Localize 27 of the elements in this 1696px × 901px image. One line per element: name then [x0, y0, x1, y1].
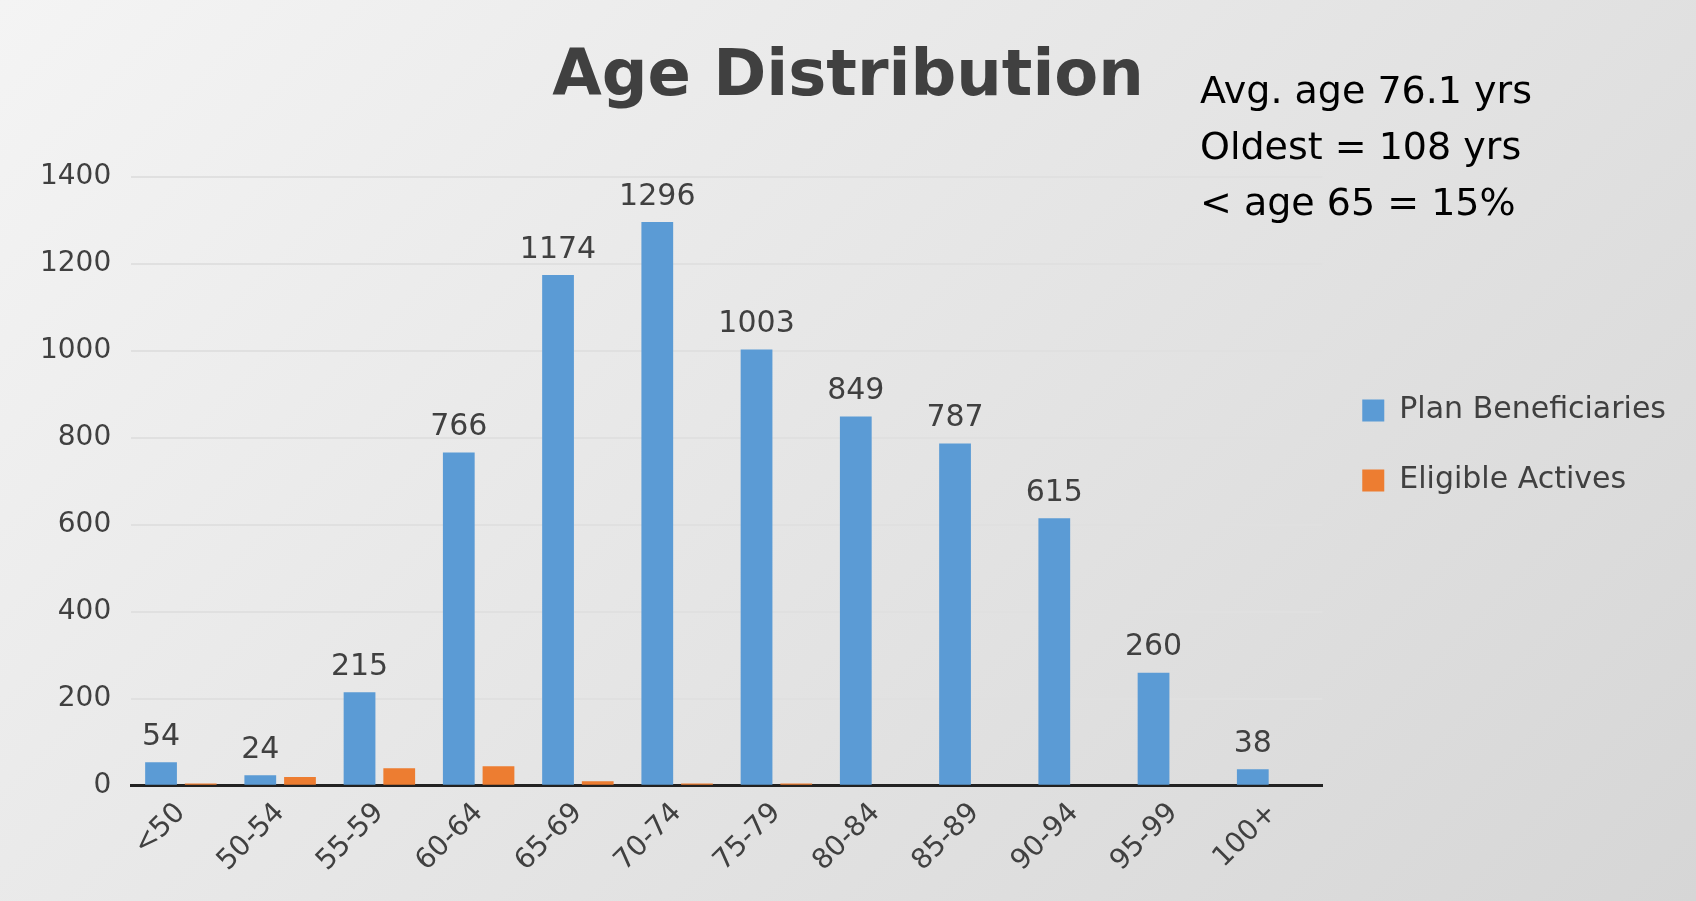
- data-label: 215: [330, 647, 389, 682]
- data-label: 849: [827, 371, 885, 407]
- y-tick-label: 800: [57, 419, 112, 453]
- data-label: 766: [430, 407, 488, 443]
- data-label: 615: [1025, 473, 1083, 509]
- x-tick-label: <50: [125, 795, 191, 861]
- y-tick-label: 1400: [39, 158, 112, 192]
- data-label: 1296: [619, 176, 696, 212]
- y-tick-label: 0: [93, 766, 112, 800]
- data-label: 38: [1233, 723, 1272, 759]
- chart-title: Age Distribution: [552, 36, 1144, 111]
- y-tick-label: 1000: [39, 332, 112, 366]
- y-tick-label: 1200: [39, 245, 112, 279]
- text: Oldest = 108 yrs: [1200, 123, 1523, 170]
- legend-label: Eligible Actives: [1399, 460, 1627, 496]
- y-tick-label: 600: [57, 506, 112, 540]
- annotation: < age 65 = 15%: [1200, 179, 1517, 226]
- y-tick-label: 400: [57, 593, 112, 627]
- data-label: 260: [1124, 627, 1183, 663]
- data-label: 1003: [718, 304, 795, 340]
- data-label: 54: [141, 717, 181, 753]
- data-label: 1174: [519, 229, 597, 265]
- legend-label: Plan Beneficiaries: [1399, 390, 1666, 426]
- data-label: 24: [241, 730, 280, 766]
- text: Avg. age 76.1 yrs: [1200, 67, 1532, 114]
- y-tick-label: 200: [57, 680, 112, 713]
- data-label: 787: [926, 398, 984, 434]
